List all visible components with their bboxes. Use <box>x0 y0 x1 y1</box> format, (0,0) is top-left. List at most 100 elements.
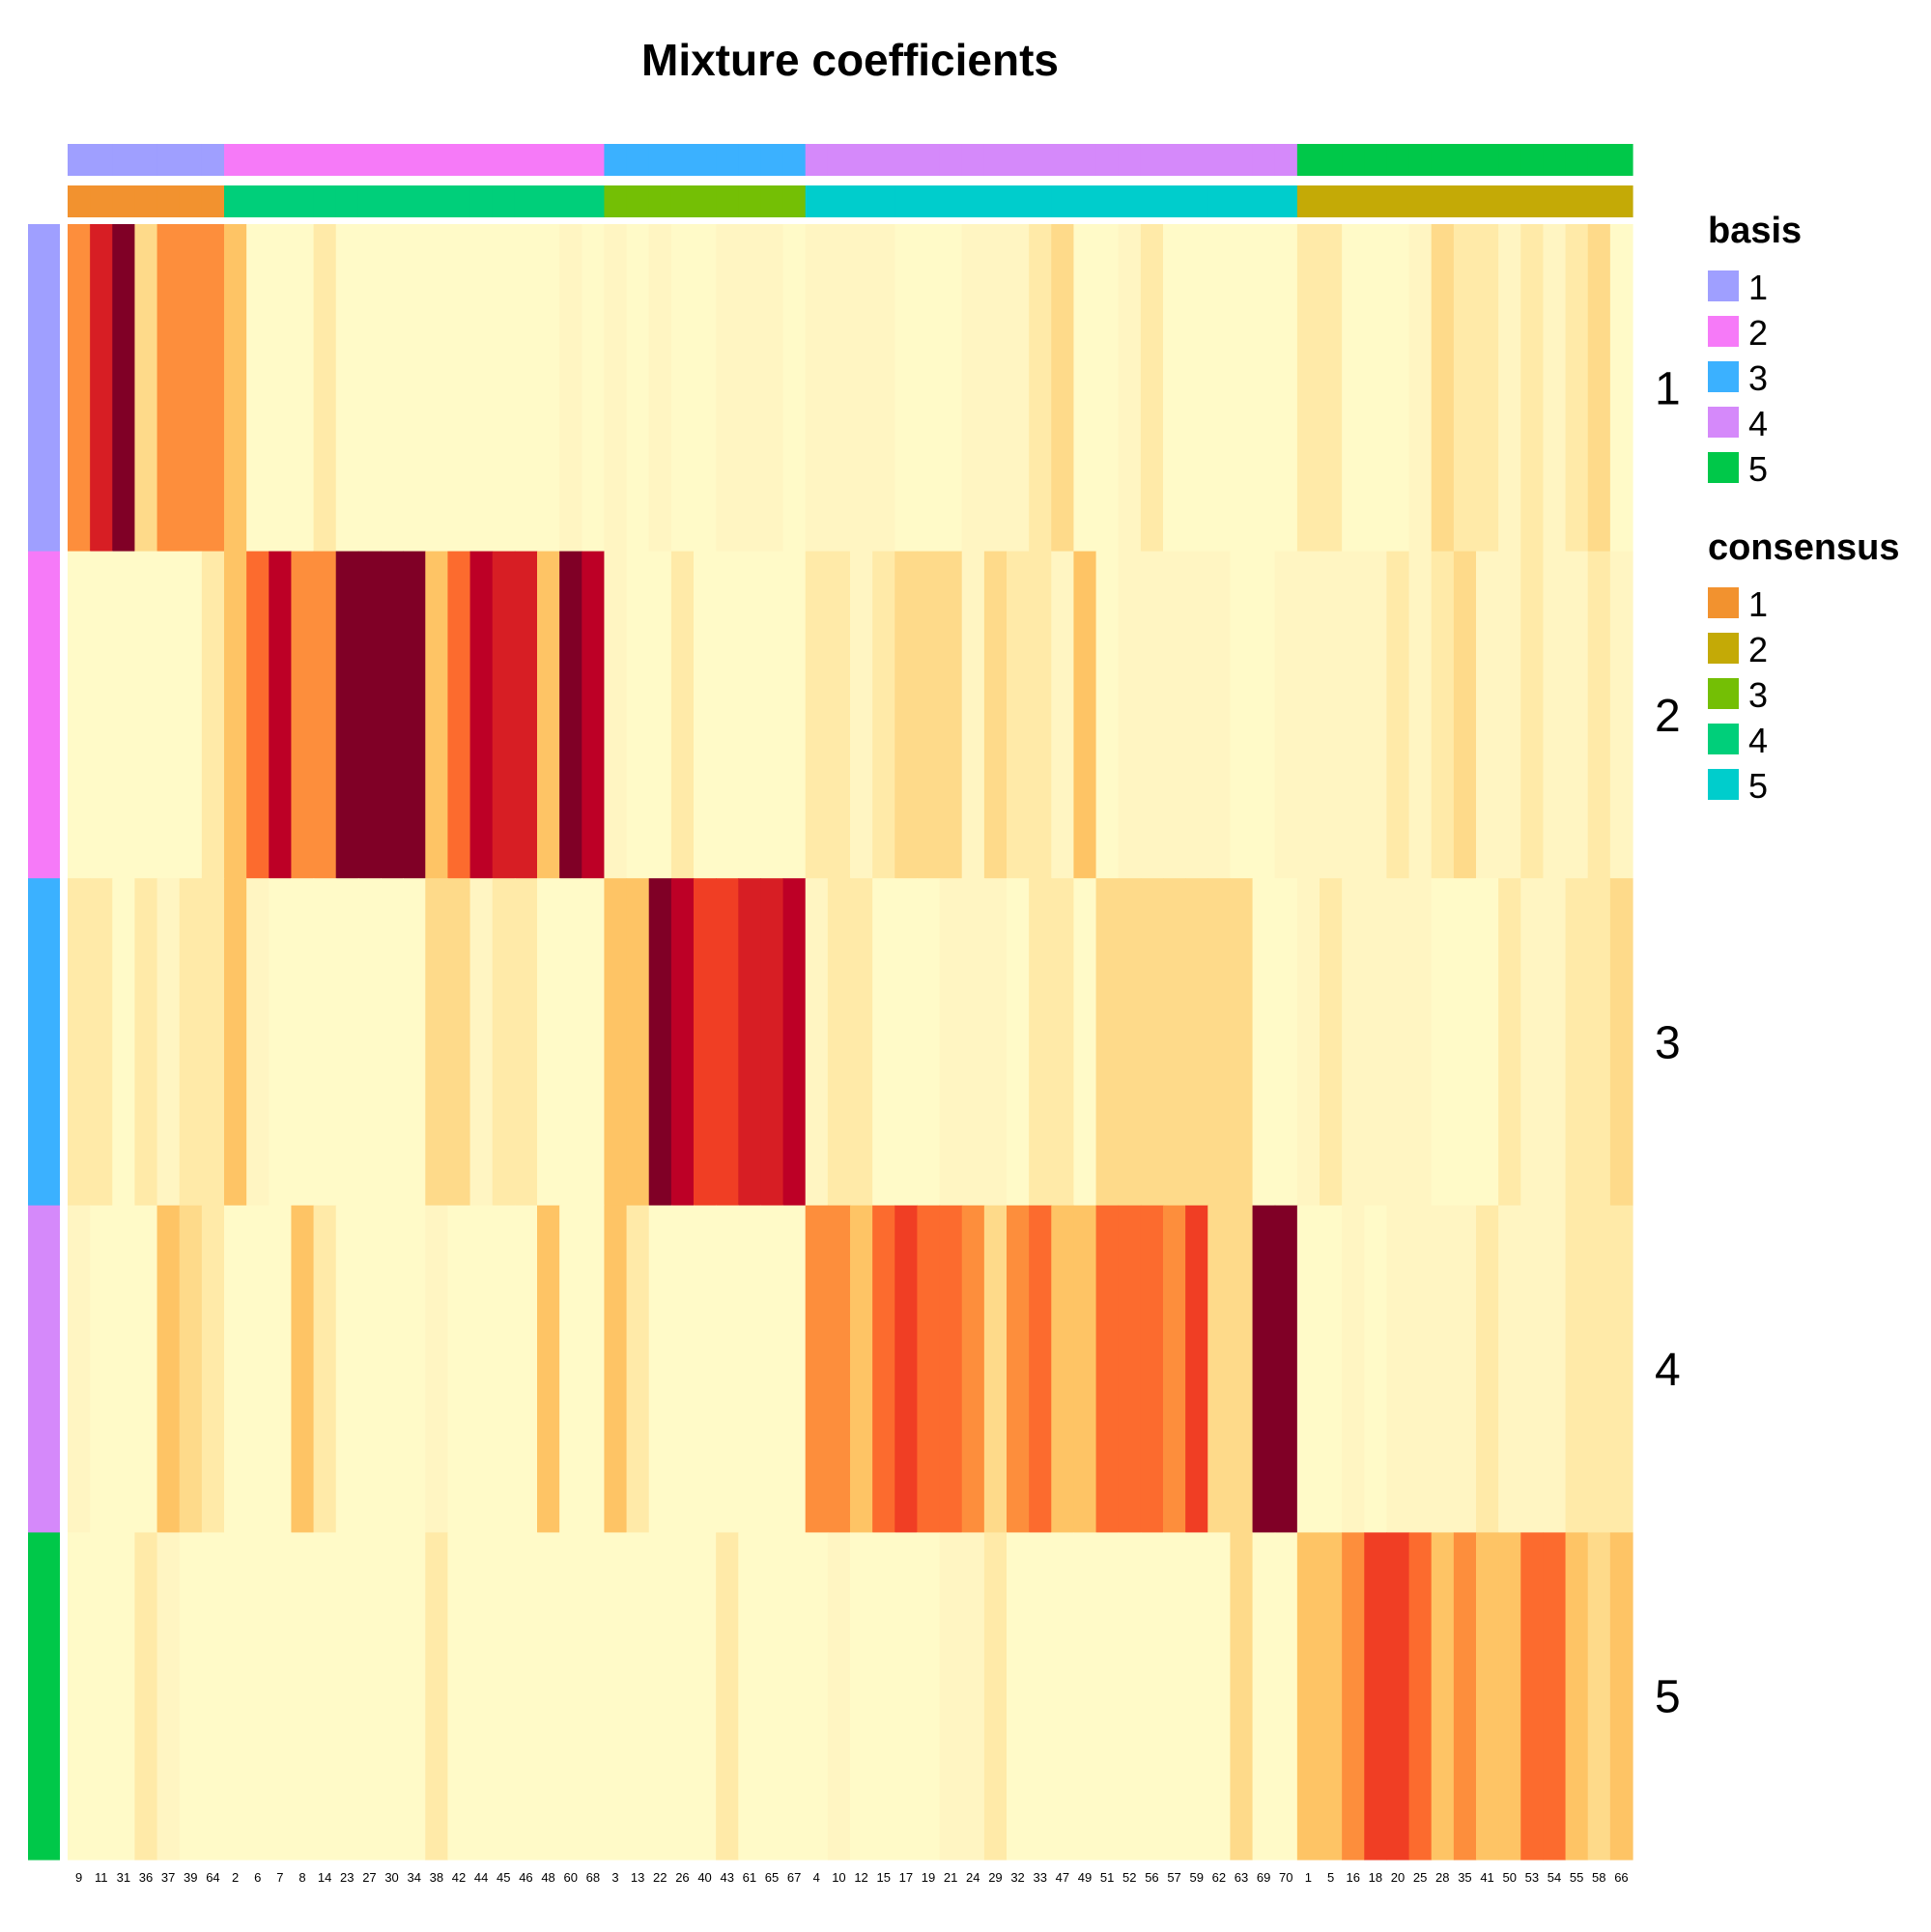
heatmap-cell <box>917 224 941 553</box>
column-label: 24 <box>966 1870 980 1885</box>
row-labels: 1 2 3 4 5 <box>1655 363 1681 1722</box>
heatmap-cell <box>1364 224 1388 553</box>
heatmap-cell <box>492 878 516 1207</box>
consensus-annotation-cell <box>1073 185 1097 217</box>
column-label: 25 <box>1413 1870 1427 1885</box>
basis-annotation-cell <box>335 144 359 176</box>
heatmap-cell <box>670 1205 695 1533</box>
heatmap-cell <box>1543 1205 1567 1533</box>
heatmap-cell <box>1029 1205 1052 1533</box>
legend-label: 4 <box>1748 404 1768 443</box>
heatmap-cell <box>827 1205 851 1533</box>
basis-annotation-cell <box>1296 144 1320 176</box>
heatmap-cell <box>1476 878 1499 1207</box>
legend-label: 1 <box>1748 268 1768 307</box>
column-label: 30 <box>384 1870 398 1885</box>
heatmap-cell <box>1274 1205 1298 1533</box>
heatmap-cell <box>469 1205 494 1533</box>
consensus-annotation-cell <box>1431 185 1455 217</box>
heatmap-cell <box>1609 1532 1633 1861</box>
heatmap-cell <box>492 1532 516 1861</box>
heatmap-cell <box>850 224 873 553</box>
consensus-annotation-cell <box>1163 185 1186 217</box>
basis-annotation-cell <box>1007 144 1030 176</box>
heatmap-cell <box>291 1532 315 1861</box>
legend-label: 3 <box>1748 358 1768 398</box>
heatmap-cell <box>291 551 315 879</box>
basis-annotation-cell <box>1095 144 1120 176</box>
row-annotation-cell <box>28 878 60 1207</box>
heatmap-cell <box>1274 224 1298 553</box>
heatmap-cell <box>1252 1532 1276 1861</box>
heatmap-cell <box>1498 878 1521 1207</box>
heatmap-cell <box>1095 1532 1120 1861</box>
basis-annotation-cell <box>224 144 247 176</box>
heatmap-cell <box>850 1205 873 1533</box>
heatmap-cell <box>648 1532 672 1861</box>
heatmap-cell <box>872 878 895 1207</box>
consensus-annotation-cell <box>1543 185 1567 217</box>
heatmap-cell <box>1296 551 1320 879</box>
heatmap-cell <box>1453 878 1477 1207</box>
heatmap-cell <box>313 1205 337 1533</box>
basis-annotation-cell <box>760 144 784 176</box>
consensus-annotation-cell <box>626 185 650 217</box>
column-label: 33 <box>1033 1870 1046 1885</box>
consensus-annotation-cell <box>1095 185 1120 217</box>
heatmap-cell <box>1342 1205 1365 1533</box>
chart-title: Mixture coefficients <box>641 35 1059 85</box>
heatmap-cell <box>582 224 606 553</box>
heatmap-cell <box>1163 1532 1186 1861</box>
consensus-annotation-cell <box>201 185 225 217</box>
heatmap-cell <box>134 551 158 879</box>
basis-annotation-cell <box>246 144 270 176</box>
heatmap-cell <box>1408 1205 1433 1533</box>
heatmap-cell <box>1073 1532 1097 1861</box>
heatmap-cell <box>357 551 382 879</box>
column-label: 15 <box>876 1870 890 1885</box>
basis-annotation-cell <box>626 144 650 176</box>
heatmap-cell <box>1320 551 1343 879</box>
heatmap-cell <box>134 224 158 553</box>
heatmap-cell <box>1453 1205 1477 1533</box>
row-annotation-cell <box>28 551 60 879</box>
heatmap-cell <box>246 551 270 879</box>
column-label: 22 <box>653 1870 667 1885</box>
consensus-annotation-cell <box>1520 185 1545 217</box>
heatmap-cell <box>1386 224 1410 553</box>
heatmap-cell <box>604 878 628 1207</box>
heatmap-cell <box>716 1532 739 1861</box>
basis-annotation-cell <box>469 144 494 176</box>
basis-annotation-cell <box>1185 144 1208 176</box>
legend-title: consensus <box>1708 527 1900 568</box>
heatmap-cell <box>1140 878 1164 1207</box>
heatmap-cell <box>1498 1532 1521 1861</box>
heatmap-cell <box>694 878 717 1207</box>
column-label: 63 <box>1235 1870 1248 1885</box>
heatmap-cell <box>1095 1205 1120 1533</box>
heatmap-cell <box>738 1532 762 1861</box>
heatmap-cell <box>447 551 471 879</box>
heatmap-cell <box>983 1205 1008 1533</box>
consensus-annotation-cell <box>604 185 628 217</box>
heatmap-cell <box>224 1532 247 1861</box>
heatmap-cell <box>1520 551 1545 879</box>
heatmap-cell <box>1320 878 1343 1207</box>
column-label: 29 <box>988 1870 1002 1885</box>
basis-annotation-cell <box>1543 144 1567 176</box>
heatmap-cell <box>716 224 739 553</box>
legend-swatch <box>1708 633 1739 664</box>
heatmap-cell <box>1408 1532 1433 1861</box>
basis-annotation-cell <box>917 144 941 176</box>
heatmap-cell <box>1364 1532 1388 1861</box>
heatmap-cell <box>1565 224 1589 553</box>
heatmap-cell <box>179 1532 203 1861</box>
heatmap-cell <box>447 1205 471 1533</box>
consensus-annotation-cell <box>1051 185 1075 217</box>
column-label: 55 <box>1570 1870 1583 1885</box>
heatmap-cell <box>291 224 315 553</box>
heatmap-cell <box>425 551 449 879</box>
heatmap-cell <box>179 224 203 553</box>
heatmap-cell <box>1007 224 1030 553</box>
column-label: 3 <box>611 1870 618 1885</box>
